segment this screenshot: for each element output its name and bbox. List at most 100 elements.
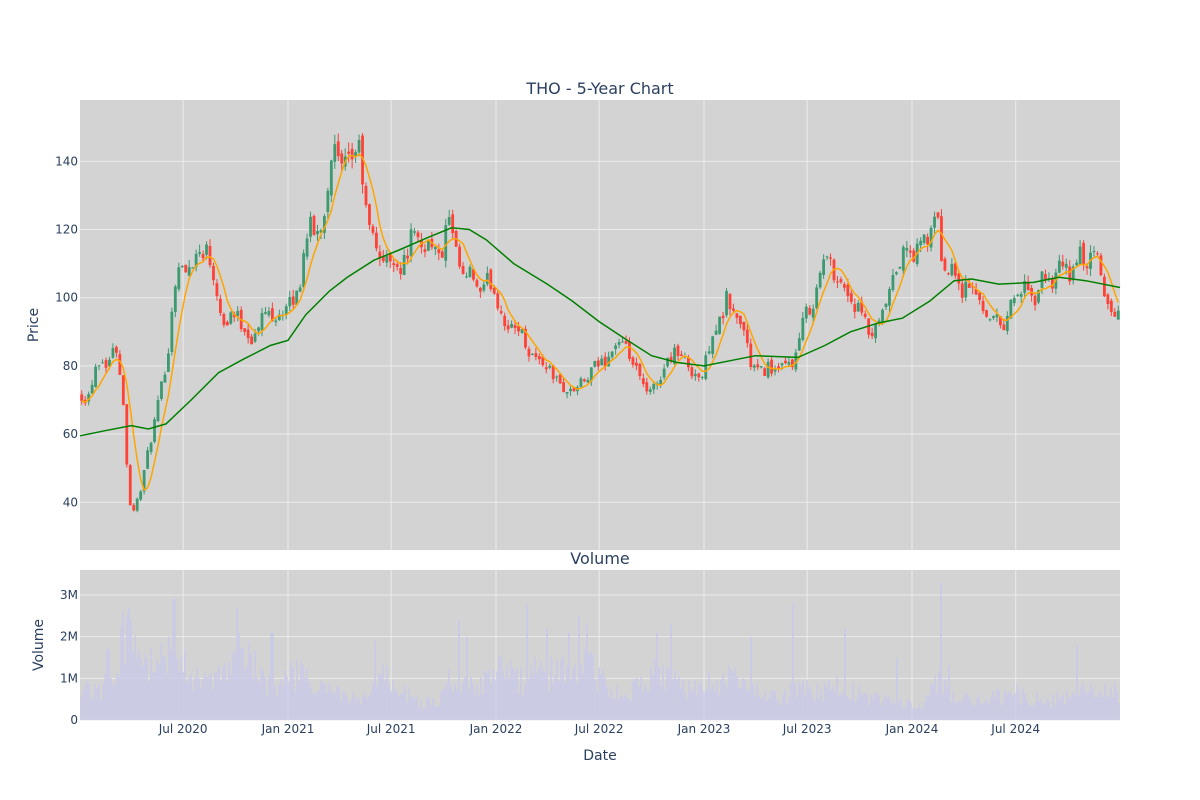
volume-bar — [1094, 697, 1096, 720]
candle-body — [978, 292, 981, 300]
volume-bar — [118, 676, 120, 720]
candle-body — [132, 505, 136, 511]
volume-bar — [1064, 704, 1066, 720]
candle-body — [1026, 281, 1030, 291]
volume-bar — [634, 678, 636, 720]
candle-body — [811, 308, 815, 318]
price-y-ticks: 40 60 80 100 120 140 — [55, 154, 78, 509]
volume-bar — [320, 680, 322, 720]
volume-bar — [734, 666, 736, 720]
volume-bar — [358, 697, 360, 720]
volume-bar — [850, 700, 852, 720]
price-y-tick-label: 120 — [55, 223, 78, 237]
candle-body — [697, 373, 701, 378]
candle-body — [128, 465, 132, 506]
volume-bar — [252, 677, 254, 720]
candle-body — [863, 313, 867, 317]
volume-bar — [332, 692, 334, 720]
volume-bar — [894, 703, 896, 720]
volume-bar — [742, 678, 744, 720]
volume-bar — [798, 682, 800, 720]
volume-bar — [108, 649, 110, 720]
candle-body — [149, 442, 153, 452]
candle-body — [108, 359, 111, 367]
volume-bar — [752, 684, 754, 720]
x-tick-label: Jan 2023 — [677, 722, 731, 736]
volume-bar — [732, 672, 734, 720]
volume-bar — [804, 694, 806, 720]
volume-bar — [912, 707, 914, 720]
volume-bar — [1072, 692, 1074, 720]
volume-bar — [1114, 682, 1116, 720]
candle-body — [752, 365, 756, 368]
volume-bar — [518, 693, 520, 720]
volume-bar — [632, 681, 634, 720]
volume-bar — [496, 671, 498, 720]
volume-bar — [530, 665, 532, 720]
candle-body — [399, 268, 403, 275]
volume-bar — [754, 695, 756, 720]
volume-bar — [280, 678, 282, 720]
candle-body — [1061, 261, 1065, 267]
volume-bar — [126, 615, 128, 720]
volume-bar — [822, 701, 824, 720]
volume-bar — [188, 677, 190, 720]
candle-body — [919, 240, 923, 246]
volume-bar — [676, 679, 678, 720]
volume-bar — [728, 664, 730, 720]
volume-bar — [586, 624, 588, 720]
candle-body — [784, 360, 787, 364]
candle-body — [666, 358, 669, 367]
volume-bar — [192, 690, 194, 720]
volume-bar — [1050, 707, 1052, 720]
volume-bar — [302, 664, 304, 720]
volume-bar — [750, 636, 752, 720]
candle-body — [371, 226, 375, 233]
candle-body — [1023, 281, 1027, 293]
volume-bar — [932, 684, 934, 720]
volume-bar — [714, 690, 716, 720]
candle-body — [475, 280, 479, 287]
volume-bar — [848, 698, 850, 720]
volume-bar — [968, 696, 970, 720]
volume-bar — [668, 669, 670, 720]
candle-body — [1064, 263, 1068, 268]
volume-bar — [1086, 694, 1088, 720]
volume-bar — [666, 667, 668, 720]
volume-bar — [1038, 701, 1040, 720]
volume-bar — [914, 708, 916, 720]
volume-bar — [504, 677, 506, 720]
volume-bar — [1060, 696, 1062, 720]
volume-bar — [994, 698, 996, 720]
candle-body — [527, 348, 531, 357]
volume-bar — [928, 695, 930, 720]
volume-bar — [864, 692, 866, 720]
candle-body — [1092, 251, 1096, 253]
volume-bar — [328, 682, 330, 720]
candle-body — [406, 255, 409, 259]
candle-body — [777, 366, 780, 369]
volume-bar — [918, 704, 920, 720]
volume-bar — [330, 688, 332, 720]
volume-bar — [276, 696, 278, 720]
volume-bar — [1068, 698, 1070, 720]
volume-bar — [234, 652, 236, 720]
candle-body — [312, 215, 316, 235]
volume-bar — [584, 648, 586, 720]
candle-body — [1075, 262, 1079, 266]
volume-bar — [314, 693, 316, 720]
candle-body — [139, 491, 143, 500]
volume-bar — [474, 694, 476, 720]
candle-body — [950, 263, 954, 276]
volume-bar — [488, 670, 490, 720]
candle-body — [836, 281, 839, 283]
volume-bar — [300, 661, 302, 720]
volume-bar — [796, 697, 798, 720]
volume-bar — [694, 680, 696, 720]
candle-body — [1085, 266, 1089, 269]
volume-bar — [792, 603, 794, 720]
volume-bar — [952, 692, 954, 720]
candle-body — [659, 379, 663, 384]
volume-bar — [874, 692, 876, 720]
candle-body — [215, 283, 219, 297]
